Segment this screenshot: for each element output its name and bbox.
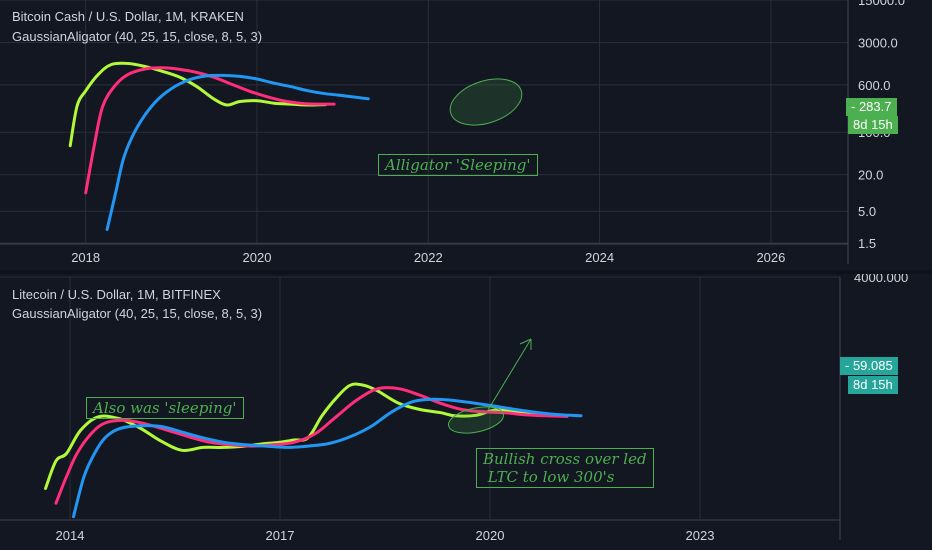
pane-2-teeth-line[interactable] (54, 386, 569, 505)
pane-2-lips-line[interactable] (44, 382, 548, 490)
pane-1-x-tick-label: 2026 (756, 250, 785, 265)
pane-2-arrow-shaft[interactable] (487, 338, 532, 411)
pane-1-x-tick-label: 2020 (243, 250, 272, 265)
note-also-sleeping[interactable]: Also was 'sleeping' (86, 397, 244, 419)
pane-1-countdown-tag: 8d 15h (848, 116, 898, 134)
note-alligator-sleeping[interactable]: Alligator 'Sleeping' (378, 154, 538, 176)
pane-1-title[interactable]: Bitcoin Cash / U.S. Dollar, 1M, KRAKEN (12, 9, 244, 24)
pane-1-highlight-ellipse[interactable] (444, 71, 527, 134)
pane-1-jaw-line[interactable] (105, 73, 370, 231)
note-bullish-cross[interactable]: Bullish cross over led LTC to low 300's (476, 448, 654, 488)
pane-1-y-tick-label: 600.0 (858, 78, 891, 93)
pane-1-y-tick-label: 5.0 (858, 204, 876, 219)
pane-2-indicator-label[interactable]: GaussianAligator (40, 25, 15, close, 8, … (12, 306, 263, 321)
pane-1-y-tick-label: 20.0 (858, 168, 883, 183)
pane-1-teeth-line[interactable] (84, 66, 336, 195)
pane-1-x-tick-label: 2024 (585, 250, 614, 265)
pane-1-x-tick-label: 2018 (71, 250, 100, 265)
pane-1-price-tag: - 283.7 (846, 98, 897, 116)
pane-2-x-tick-label: 2014 (56, 528, 85, 543)
pane-2-title[interactable]: Litecoin / U.S. Dollar, 1M, BITFINEX (12, 287, 221, 302)
pane-1-indicator-label[interactable]: GaussianAligator (40, 25, 15, close, 8, … (12, 29, 263, 44)
pane-separator[interactable] (0, 270, 932, 274)
pane-2-x-tick-label: 2020 (476, 528, 505, 543)
pane-1-y-tick-label: 3000.0 (858, 35, 898, 50)
pane-1-x-tick-label: 2022 (414, 250, 443, 265)
pane-2-price-tag: - 59.085 (840, 357, 898, 375)
pane-1-y-tick-label: 15000.0 (858, 0, 905, 8)
pane-2-countdown-tag: 8d 15h (848, 376, 898, 394)
pane-2-price-value: 59.085 (852, 358, 893, 373)
pane-1-y-tick-label: 1.5 (858, 236, 876, 251)
pane-2-arrow-head[interactable] (519, 338, 532, 350)
pane-2-highlight-ellipse[interactable] (446, 402, 506, 437)
pane-2-x-tick-label: 2023 (686, 528, 715, 543)
pane-1-lips-line[interactable] (68, 61, 327, 148)
pane-1-price-value: 283.7 (858, 99, 892, 114)
pane-2-x-tick-label: 2017 (266, 528, 295, 543)
